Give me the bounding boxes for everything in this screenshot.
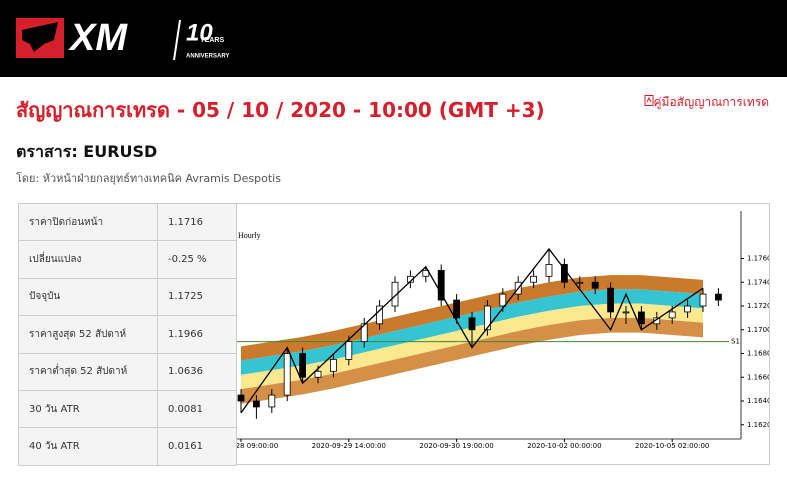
logo: XM 10 YEARS ANNIVERSARY [16, 17, 229, 61]
candle-body [499, 293, 507, 307]
y-tick-label: 1.1740 [747, 278, 770, 286]
band [241, 303, 703, 390]
chart: Hourly S1 1.1620 1.1640 1.1660 1.1680 1.1700 1.… [237, 211, 770, 450]
pdf-icon [644, 95, 653, 106]
candle-body [299, 353, 306, 378]
table-row: ราคาต่ำสุด 52 สัปดาห์ 1.0636 [18, 352, 237, 391]
table-row: ปัจจุบัน 1.1725 [18, 277, 237, 317]
logo-text: XM [68, 17, 128, 59]
y-tick-label: 1.1620 [747, 421, 770, 429]
candle-body [345, 341, 353, 360]
y-tick-label: 1.1660 [747, 373, 770, 381]
candle-body [699, 293, 707, 307]
band [241, 275, 703, 361]
candle-body [237, 394, 245, 402]
guide-link[interactable]: คู่มือสัญญาณการเทรด [644, 93, 770, 112]
x-tick-label: 2020-10-02 00:00:00 [527, 442, 601, 450]
candle-body [530, 275, 538, 283]
row-value: 1.1725 [157, 277, 237, 317]
row-label: เปลี่ยนแปลง [18, 240, 158, 279]
badge-number: 10 [186, 19, 213, 46]
candle-body [576, 281, 584, 284]
x-tick-label: 2020-09-29 14:00:00 [312, 442, 386, 450]
row-value: 0.0161 [157, 427, 237, 466]
row-label: ราคาต่ำสุด 52 สัปดาห์ [18, 352, 158, 391]
header: XM 10 YEARS ANNIVERSARY [0, 0, 787, 77]
logo-bull [22, 22, 58, 52]
candle-body [314, 370, 322, 378]
candle-body [453, 299, 461, 319]
candle-body [483, 305, 491, 331]
logo-divider [173, 19, 181, 61]
instrument: ตราสาร: EURUSD [16, 142, 158, 161]
y-tick-label: 1.1700 [747, 326, 770, 334]
candle-body [468, 317, 476, 331]
row-label: 40 วัน ATR [18, 427, 158, 466]
band [241, 317, 703, 404]
timeframe: Hourly [238, 231, 261, 240]
table-row: 30 วัน ATR 0.0081 [18, 389, 237, 429]
table-row: ราคาปิดก่อนหน้า 1.1716 [18, 202, 237, 242]
badge-line: YEARS [200, 37, 224, 44]
candle-body [684, 305, 692, 313]
page-title: สัญญาณการเทรด - 05 / 10 / 2020 - 10:00 (… [16, 98, 545, 122]
y-tick-label: 1.1760 [747, 255, 770, 263]
y-tick-label: 1.1720 [747, 302, 770, 310]
candle-body [391, 281, 399, 307]
row-label: ปัจจุบัน [18, 277, 158, 317]
candle-body [714, 293, 722, 301]
row-label: ราคาสูงสุด 52 สัปดาห์ [18, 315, 158, 354]
candle-body [283, 353, 291, 396]
table-row: เปลี่ยนแปลง -0.25 % [18, 240, 237, 279]
candle-body [376, 305, 384, 325]
author: โดย: หัวหน้าฝ่ายกลยุทธ์ทางเทคนิค Avramis… [16, 172, 281, 185]
candle-body [268, 394, 276, 408]
stats-table: ราคาปิดก่อนหน้า 1.1716 เปลี่ยนแปลง -0.25 % ป… [18, 202, 237, 466]
row-value: 1.1966 [157, 315, 237, 354]
candle-body [252, 400, 260, 408]
support-label: S1 [731, 338, 740, 346]
row-value: 0.0081 [157, 389, 237, 429]
row-value: 1.1716 [157, 202, 237, 242]
candle-body [591, 281, 599, 289]
chart-box: Hourly S1 1.1620 1.1640 1.1660 1.1680 1.1700 1.… [236, 203, 770, 465]
y-tick-label: 1.1680 [747, 350, 770, 358]
y-tick-label: 1.1640 [747, 397, 770, 405]
band-edge [240, 331, 704, 404]
guide-text[interactable]: คู่มือสัญญาณการเทรด [653, 95, 770, 109]
candle-body [622, 311, 630, 314]
table-row: ราคาสูงสุด 52 สัปดาห์ 1.1966 [18, 315, 237, 354]
candle-body [360, 323, 368, 343]
table-row: 40 วัน ATR 0.0161 [18, 427, 237, 466]
row-value: 1.0636 [157, 352, 237, 391]
candle-body [437, 269, 445, 301]
candle-body [330, 359, 337, 372]
x-tick-label: 2020-09-30 19:00:00 [419, 442, 493, 450]
candle-body [607, 287, 615, 313]
badge-line: ANNIVERSARY [186, 54, 229, 60]
x-tick-label: 2020-09-28 09:00:00 [237, 442, 278, 450]
row-label: ราคาปิดก่อนหน้า [18, 202, 158, 242]
row-value: -0.25 % [157, 240, 237, 279]
candle-body [668, 311, 676, 319]
row-label: 30 วัน ATR [18, 389, 158, 429]
band [241, 289, 703, 375]
x-tick-label: 2020-10-05 02:00:00 [635, 442, 709, 450]
candle-body [545, 264, 553, 277]
candle-body [637, 311, 645, 325]
zigzag [240, 247, 704, 414]
